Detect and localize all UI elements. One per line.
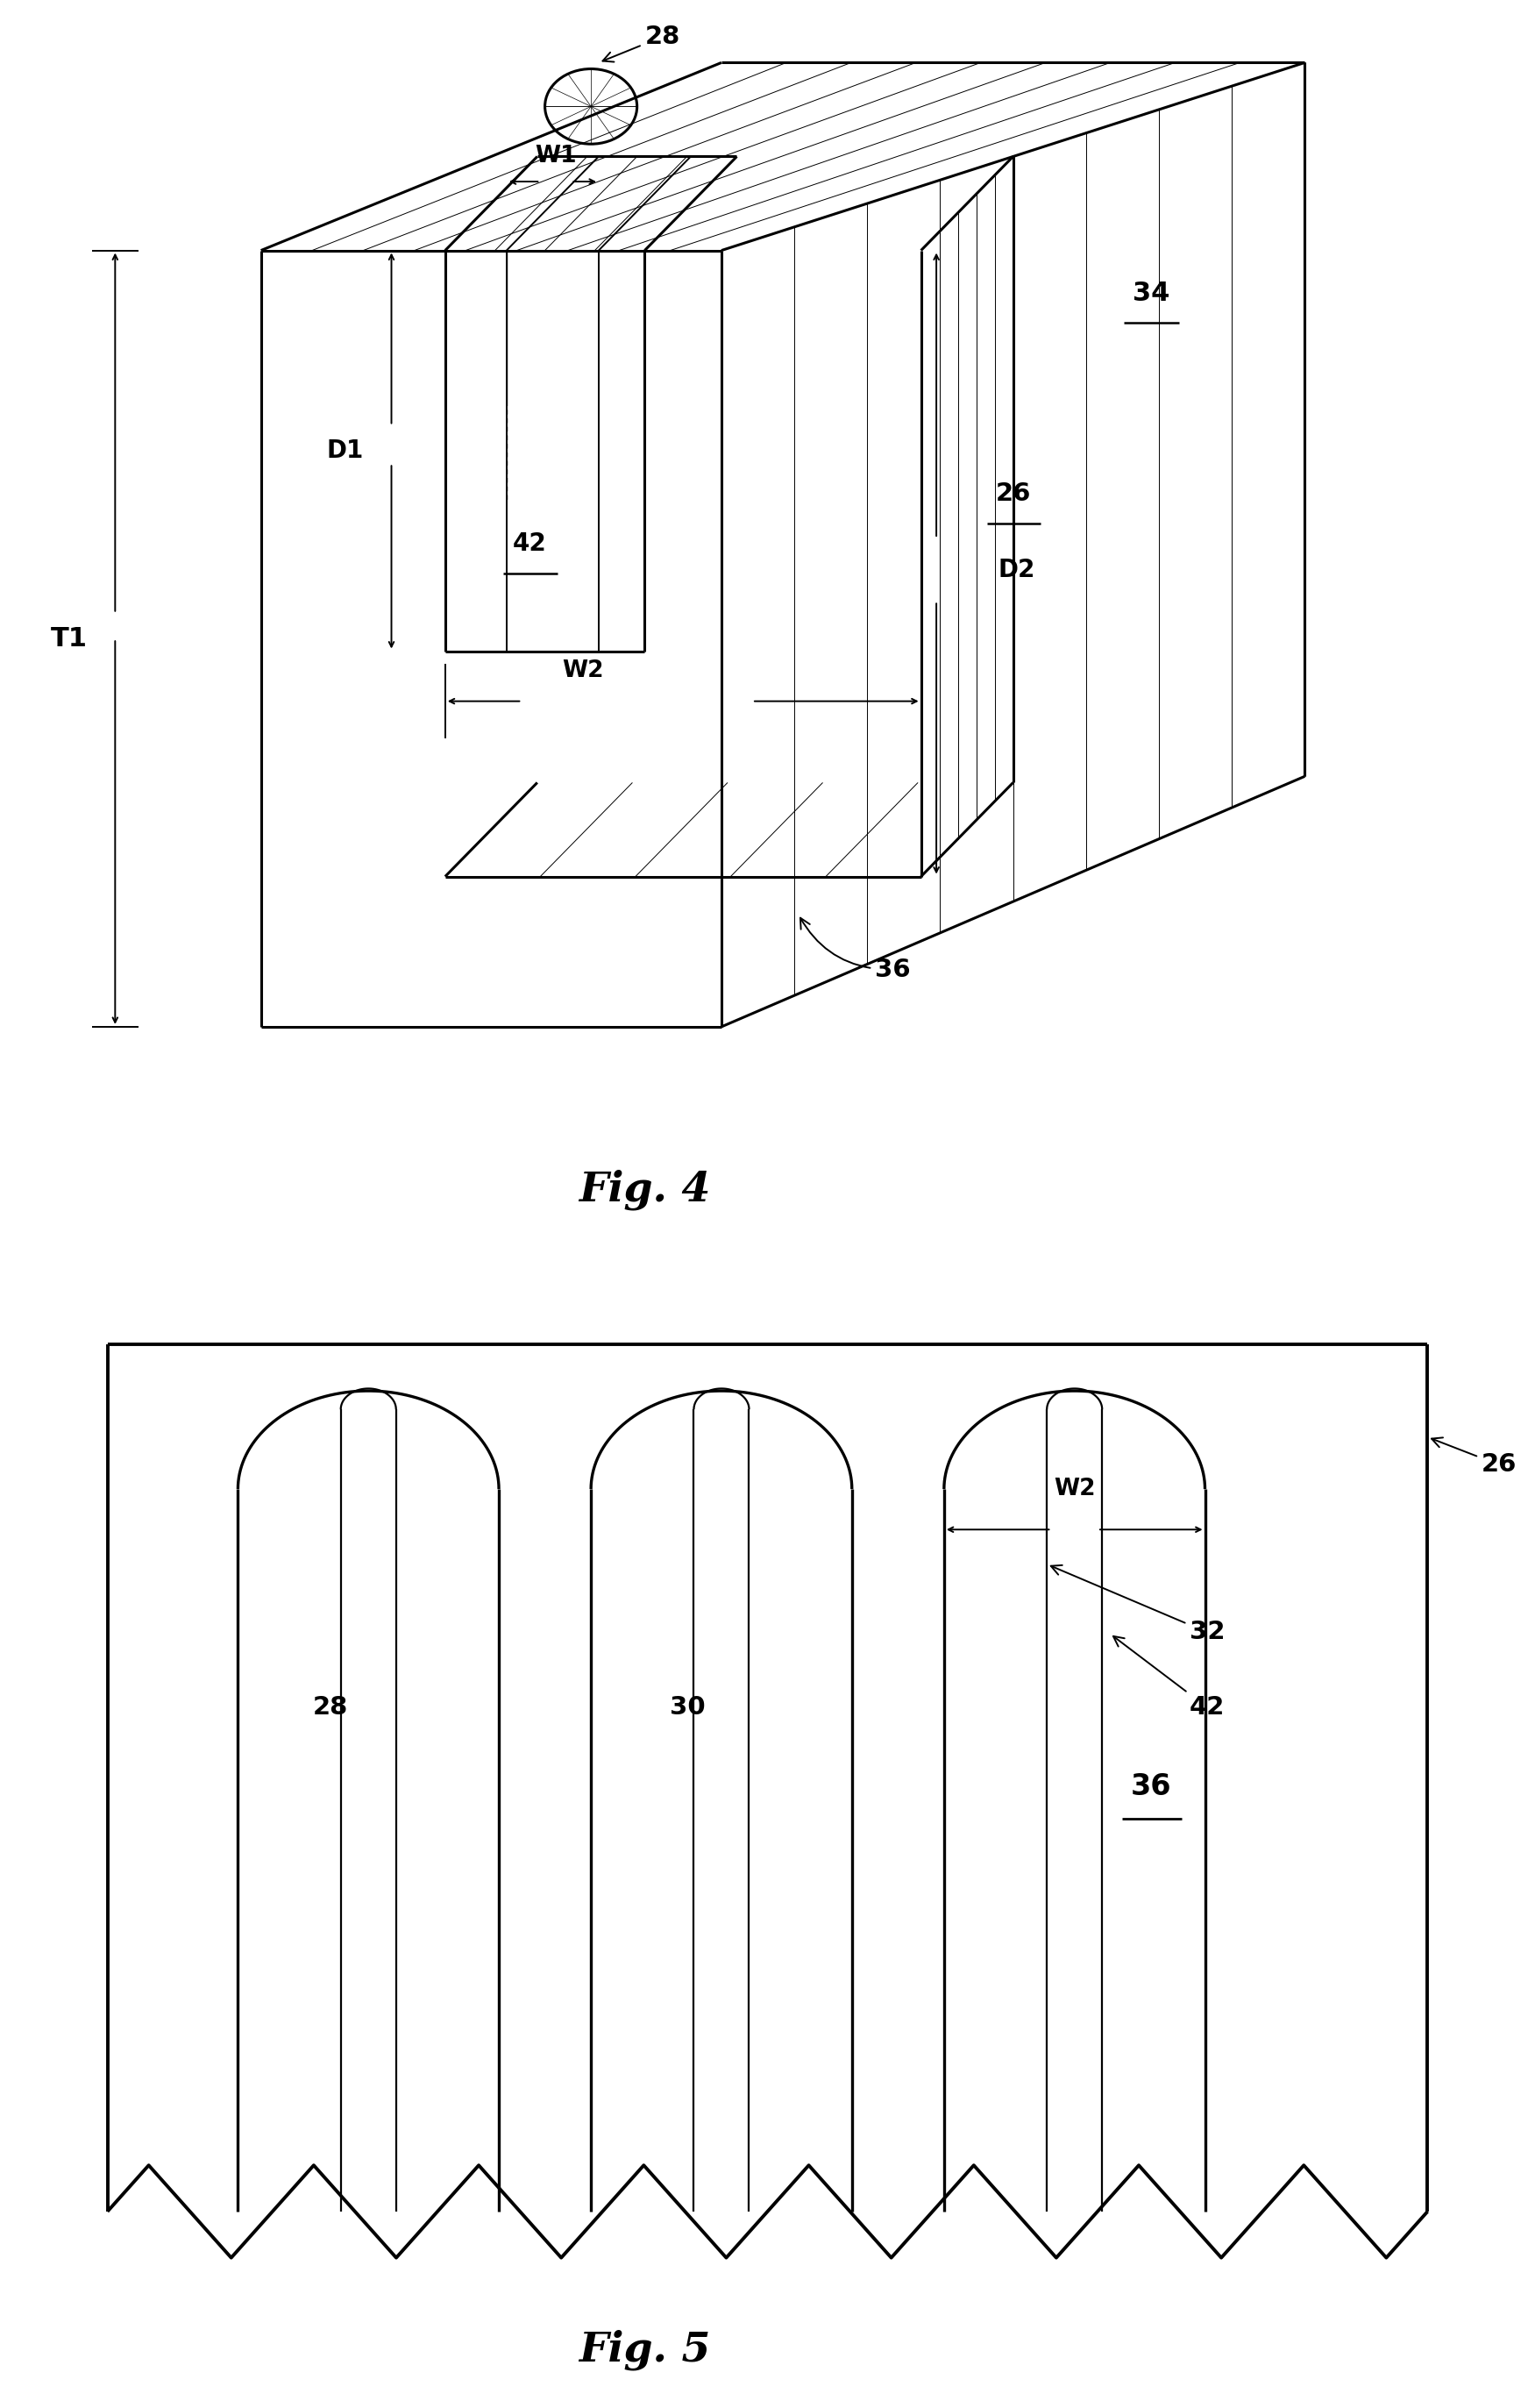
Text: 30: 30 (669, 1695, 706, 1719)
Text: T1: T1 (51, 626, 87, 650)
Text: 26: 26 (995, 482, 1032, 506)
Text: D1: D1 (327, 438, 364, 462)
Text: W2: W2 (1053, 1479, 1096, 1500)
Text: 28: 28 (313, 1695, 347, 1719)
Text: 28: 28 (603, 24, 680, 63)
Text: Fig. 5: Fig. 5 (579, 2331, 711, 2369)
Text: Fig. 4: Fig. 4 (579, 1170, 711, 1209)
Text: 26: 26 (1432, 1438, 1517, 1476)
Text: W2: W2 (562, 660, 605, 681)
Text: 32: 32 (1051, 1565, 1225, 1645)
Text: 42: 42 (513, 532, 546, 556)
Text: D2: D2 (998, 559, 1035, 583)
Text: 34: 34 (1133, 279, 1170, 306)
Text: 36: 36 (800, 917, 910, 982)
Text: W1: W1 (534, 144, 577, 169)
Text: 36: 36 (1131, 1772, 1171, 1801)
Text: 42: 42 (1113, 1635, 1225, 1719)
